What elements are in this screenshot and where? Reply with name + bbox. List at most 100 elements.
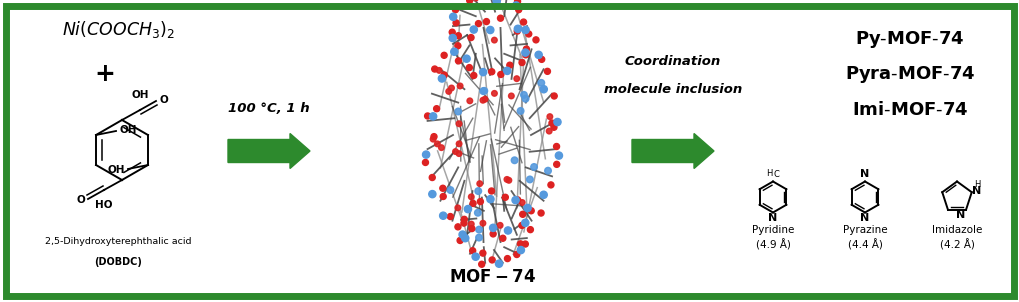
Circle shape	[524, 204, 531, 212]
Circle shape	[526, 176, 533, 183]
Circle shape	[431, 66, 437, 72]
Circle shape	[535, 51, 542, 59]
Circle shape	[525, 31, 531, 37]
Circle shape	[527, 226, 533, 233]
Circle shape	[547, 182, 553, 188]
Circle shape	[454, 108, 461, 115]
Circle shape	[544, 68, 550, 74]
Circle shape	[439, 185, 445, 191]
Text: N: N	[860, 213, 869, 223]
Circle shape	[522, 241, 528, 247]
Circle shape	[522, 95, 528, 102]
Circle shape	[422, 159, 428, 165]
Text: Pyrazine: Pyrazine	[842, 225, 887, 235]
Circle shape	[429, 175, 435, 181]
Circle shape	[464, 206, 471, 213]
Text: (DOBDC): (DOBDC)	[94, 257, 142, 267]
Circle shape	[550, 93, 556, 99]
Circle shape	[454, 205, 461, 210]
Circle shape	[480, 88, 486, 95]
Circle shape	[511, 157, 518, 164]
Circle shape	[539, 191, 547, 198]
Circle shape	[475, 21, 481, 27]
Circle shape	[501, 194, 507, 200]
Circle shape	[537, 79, 544, 86]
Circle shape	[497, 15, 503, 21]
Circle shape	[455, 121, 462, 127]
Circle shape	[514, 252, 520, 258]
Circle shape	[503, 67, 511, 75]
Text: Imidazole: Imidazole	[931, 225, 981, 235]
Circle shape	[454, 224, 461, 230]
Circle shape	[546, 128, 551, 134]
Text: N: N	[767, 213, 776, 223]
Circle shape	[434, 141, 440, 147]
Circle shape	[516, 7, 521, 13]
Circle shape	[446, 187, 453, 193]
Text: O: O	[76, 195, 85, 205]
Circle shape	[488, 69, 494, 75]
Text: $\mathit{\bf{Imi\text{-}MOF\text{-}74}}$: $\mathit{\bf{Imi\text{-}MOF\text{-}74}}$	[851, 101, 967, 119]
Circle shape	[540, 86, 547, 93]
Circle shape	[457, 237, 463, 243]
Circle shape	[538, 56, 544, 62]
Text: OH: OH	[107, 165, 125, 175]
Circle shape	[470, 26, 477, 33]
Circle shape	[468, 221, 474, 227]
Circle shape	[517, 241, 523, 247]
Circle shape	[530, 164, 537, 170]
Circle shape	[514, 28, 520, 34]
Text: $\mathit{\bf{MOF-74}}$: $\mathit{\bf{MOF-74}}$	[448, 268, 535, 286]
Circle shape	[553, 161, 559, 167]
Circle shape	[512, 2, 520, 9]
Circle shape	[512, 197, 519, 204]
Circle shape	[504, 227, 512, 234]
Circle shape	[424, 113, 430, 119]
Circle shape	[455, 151, 462, 156]
Text: HO: HO	[95, 200, 113, 210]
Circle shape	[481, 88, 487, 94]
Circle shape	[505, 178, 512, 183]
FancyArrow shape	[632, 133, 713, 169]
Circle shape	[489, 224, 496, 231]
Circle shape	[544, 167, 551, 174]
FancyArrow shape	[228, 133, 310, 169]
Circle shape	[486, 26, 493, 34]
Circle shape	[550, 124, 556, 130]
Text: (4.9 Å): (4.9 Å)	[755, 239, 790, 251]
Circle shape	[546, 114, 552, 119]
Circle shape	[475, 234, 482, 241]
Circle shape	[470, 201, 476, 207]
Text: N: N	[955, 210, 964, 220]
Text: OH: OH	[119, 125, 137, 135]
Circle shape	[477, 199, 483, 204]
Circle shape	[483, 19, 489, 24]
Circle shape	[445, 88, 451, 94]
Circle shape	[471, 72, 476, 79]
Circle shape	[490, 231, 495, 237]
Circle shape	[495, 260, 502, 267]
Circle shape	[439, 212, 446, 219]
Circle shape	[491, 37, 496, 43]
Circle shape	[466, 65, 472, 71]
Circle shape	[457, 83, 463, 89]
Circle shape	[489, 257, 494, 263]
Circle shape	[454, 33, 461, 39]
Circle shape	[533, 37, 538, 43]
Circle shape	[497, 223, 502, 228]
Circle shape	[479, 69, 486, 76]
Circle shape	[538, 210, 543, 216]
Text: 100 °C, 1 h: 100 °C, 1 h	[228, 102, 310, 115]
Circle shape	[448, 34, 455, 42]
Circle shape	[440, 52, 446, 58]
Circle shape	[472, 0, 478, 1]
Circle shape	[452, 149, 458, 154]
Circle shape	[455, 141, 462, 146]
Circle shape	[468, 34, 474, 40]
Circle shape	[517, 246, 524, 254]
Circle shape	[452, 20, 459, 26]
Text: O: O	[159, 95, 167, 105]
Circle shape	[523, 46, 529, 52]
Circle shape	[461, 216, 467, 222]
Circle shape	[521, 219, 529, 226]
